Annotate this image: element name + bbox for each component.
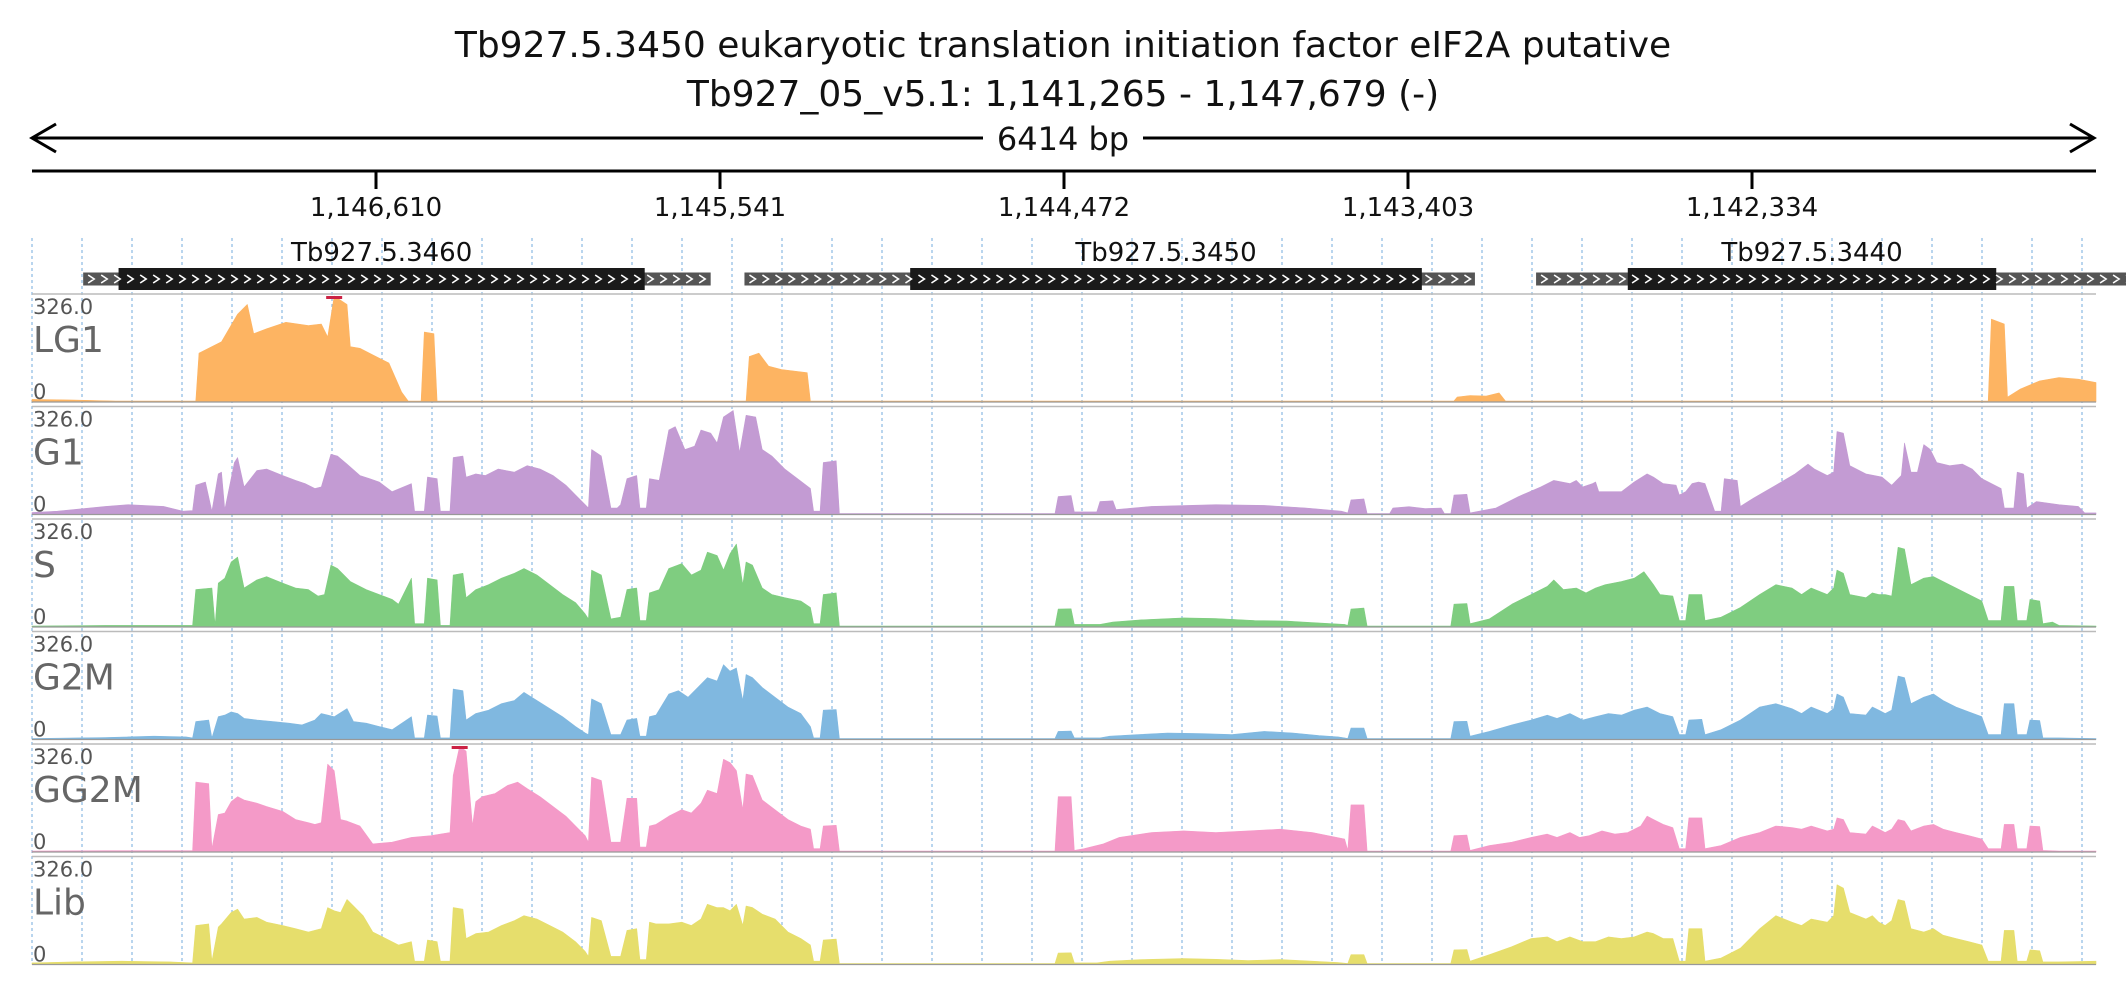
gene-label-0: Tb927.5.3460 <box>290 238 472 268</box>
track-LG1: 326.0 0 LG1 <box>31 293 2097 404</box>
coverage-tracks: 326.00LG1326.00G1326.00S326.00G2M326.00G… <box>31 293 2097 967</box>
track-name-LG1: LG1 <box>33 320 104 361</box>
track-ymin-label-LG1: 0 <box>33 380 46 404</box>
gene-cds-1 <box>910 268 1422 290</box>
locus-coordinates: Tb927_05_v5.1: 1,141,265 - 1,147,679 (-) <box>686 74 1439 115</box>
coverage-area-LG1 <box>31 295 2097 403</box>
track-ymin-label-Lib: 0 <box>33 943 46 967</box>
track-ymax-label-S: 326.0 <box>33 520 93 544</box>
track-name-Lib: Lib <box>33 883 86 924</box>
track-ymin-label-GG2M: 0 <box>33 830 46 854</box>
axis-tick-label-1: 1,145,541 <box>654 193 786 223</box>
gene-cds-2 <box>1627 268 1997 290</box>
gene-models-track: Tb927.5.3460 Tb927.5.3450 Tb927.5.3440 <box>83 238 2126 290</box>
track-name-GG2M: GG2M <box>33 770 143 811</box>
gene-strand-chevrons-1 <box>749 274 1472 284</box>
span-length-label: 6414 bp <box>997 120 1129 158</box>
track-ymax-label-Lib: 326.0 <box>33 858 93 882</box>
gene-strand-chevrons-0 <box>87 274 707 284</box>
clip-marker-LG1-14 <box>326 296 343 299</box>
coverage-area-S <box>31 543 2097 628</box>
coordinate-axis-ticks: 1,146,610 1,145,541 1,144,472 1,143,403 1,14… <box>310 171 1818 223</box>
track-ymax-label-GG2M: 326.0 <box>33 745 93 769</box>
axis-tick-label-0: 1,146,610 <box>310 193 442 223</box>
track-ymax-label-G2M: 326.0 <box>33 633 93 657</box>
track-ymax-label-LG1: 326.0 <box>33 295 93 319</box>
coverage-area-G1 <box>31 410 2097 515</box>
track-ymin-label-G2M: 0 <box>33 718 46 742</box>
gene-strand-chevrons-2 <box>1540 274 2126 284</box>
track-G1: 326.0 0 G1 <box>31 405 2097 517</box>
span-label-backdrop <box>983 118 1143 156</box>
span-arrow-left-head <box>29 122 57 154</box>
gene-label-2: Tb927.5.3440 <box>1720 238 1902 268</box>
track-ymax-label-G1: 326.0 <box>33 408 93 432</box>
gene-title: Tb927.5.3450 eukaryotic translation init… <box>454 25 1671 66</box>
track-ymin-label-S: 0 <box>33 605 46 629</box>
track-GG2M: 326.0 0 GG2M <box>31 743 2097 854</box>
track-name-G1: G1 <box>33 433 84 474</box>
track-G2M: 326.0 0 G2M <box>31 630 2097 742</box>
gene-cds-0 <box>118 268 645 290</box>
gene-label-1: Tb927.5.3450 <box>1074 238 1256 268</box>
coverage-area-GG2M <box>31 745 2097 853</box>
coverage-area-G2M <box>31 664 2097 740</box>
span-ruler: 6414 bp <box>29 118 2097 158</box>
track-name-S: S <box>33 545 56 586</box>
track-ymin-label-G1: 0 <box>33 493 46 517</box>
track-S: 326.0 0 S <box>31 518 2097 629</box>
span-arrow-right-head <box>2069 122 2097 154</box>
axis-tick-label-4: 1,142,334 <box>1686 193 1818 223</box>
track-name-G2M: G2M <box>33 658 115 699</box>
track-Lib: 326.0 0 Lib <box>31 855 2097 967</box>
coverage-area-Lib <box>31 884 2097 965</box>
axis-tick-label-3: 1,143,403 <box>1342 193 1474 223</box>
clip-marker-GG2M-29 <box>451 746 468 749</box>
axis-tick-label-2: 1,144,472 <box>998 193 1130 223</box>
